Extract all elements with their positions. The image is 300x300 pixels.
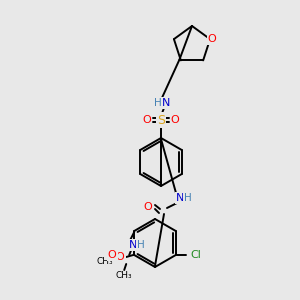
Text: CH₃: CH₃ bbox=[97, 257, 113, 266]
Text: N: N bbox=[129, 240, 137, 250]
Text: O: O bbox=[116, 252, 124, 262]
Text: Cl: Cl bbox=[190, 250, 201, 260]
Text: O: O bbox=[108, 250, 117, 260]
Text: N: N bbox=[162, 98, 170, 108]
Text: O: O bbox=[142, 115, 152, 125]
Text: S: S bbox=[157, 113, 165, 127]
Text: O: O bbox=[144, 202, 152, 212]
Text: H: H bbox=[137, 240, 145, 250]
Text: H: H bbox=[154, 98, 162, 108]
Text: CH₃: CH₃ bbox=[116, 272, 133, 280]
Text: N: N bbox=[176, 193, 184, 203]
Text: O: O bbox=[208, 34, 216, 44]
Text: H: H bbox=[184, 193, 192, 203]
Text: O: O bbox=[171, 115, 179, 125]
